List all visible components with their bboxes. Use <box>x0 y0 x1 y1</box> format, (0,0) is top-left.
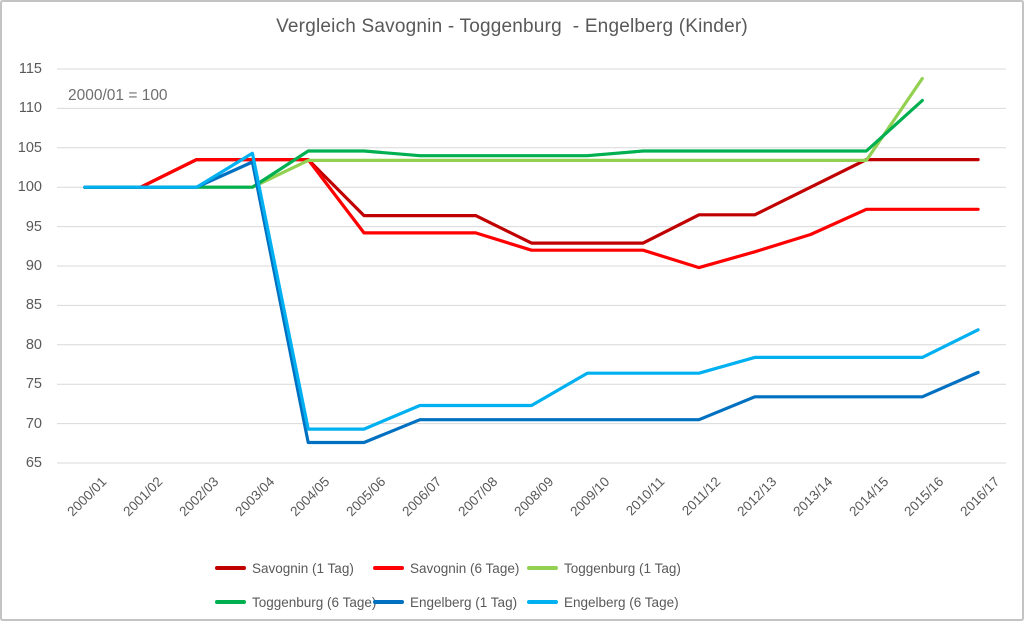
legend-swatch <box>527 566 558 570</box>
legend-label: Savognin (6 Tage) <box>410 560 520 576</box>
series-line-engelberg-6-tage <box>83 151 980 431</box>
y-axis-label: 75 <box>25 376 42 393</box>
y-axis-label: 105 <box>17 139 42 156</box>
legend-item-savognin-6-tage: Savognin (6 Tage) <box>373 561 527 576</box>
y-axis-label: 65 <box>25 455 42 471</box>
legend-swatch <box>373 600 404 604</box>
y-axis-label: 100 <box>17 179 42 196</box>
legend-item-toggenburg-6-tage: Toggenburg (6 Tage) <box>215 594 377 610</box>
y-axis-label: 95 <box>25 218 42 235</box>
legend-label: Toggenburg (6 Tage) <box>252 594 377 610</box>
legend: Savognin (1 Tag) Savognin (6 Tage) Toggenb… <box>215 551 681 619</box>
legend-swatch <box>215 600 246 604</box>
series-line-engelberg-1-tag <box>83 160 980 445</box>
legend-label: Engelberg (1 Tag) <box>410 594 518 610</box>
legend-item-engelberg-1-tag: Engelberg (1 Tag) <box>373 595 527 610</box>
chart-title: Vergleich Savognin - Toggenburg - Engelb… <box>276 16 748 37</box>
y-axis-label: 115 <box>18 61 42 77</box>
series-line-savognin-6-tage <box>83 158 980 270</box>
legend-swatch <box>527 600 558 604</box>
y-axis-label: 90 <box>25 258 42 274</box>
legend-item-engelberg-6-tage: Engelberg (6 Tage) <box>527 595 681 610</box>
series-line-toggenburg-1-tag <box>83 76 924 189</box>
legend-item-savognin-1-tag: Savognin (1 Tag) <box>215 561 373 576</box>
y-axis-label: 110 <box>18 100 42 117</box>
y-axis-label: 85 <box>25 297 42 314</box>
legend-label: Toggenburg (1 Tag) <box>564 560 681 576</box>
y-axis-label: 80 <box>25 336 42 353</box>
legend-label: Engelberg (6 Tage) <box>564 594 679 610</box>
legend-item-toggenburg-1-tag: Toggenburg (1 Tag) <box>527 561 681 576</box>
y-axis-label: 70 <box>25 415 42 432</box>
legend-swatch <box>215 566 246 570</box>
legend-label: Savognin (1 Tag) <box>252 560 354 576</box>
legend-swatch <box>373 566 404 570</box>
series-line-toggenburg-6-tage <box>83 98 924 189</box>
index-annotation: 2000/01 = 100 <box>68 87 168 104</box>
